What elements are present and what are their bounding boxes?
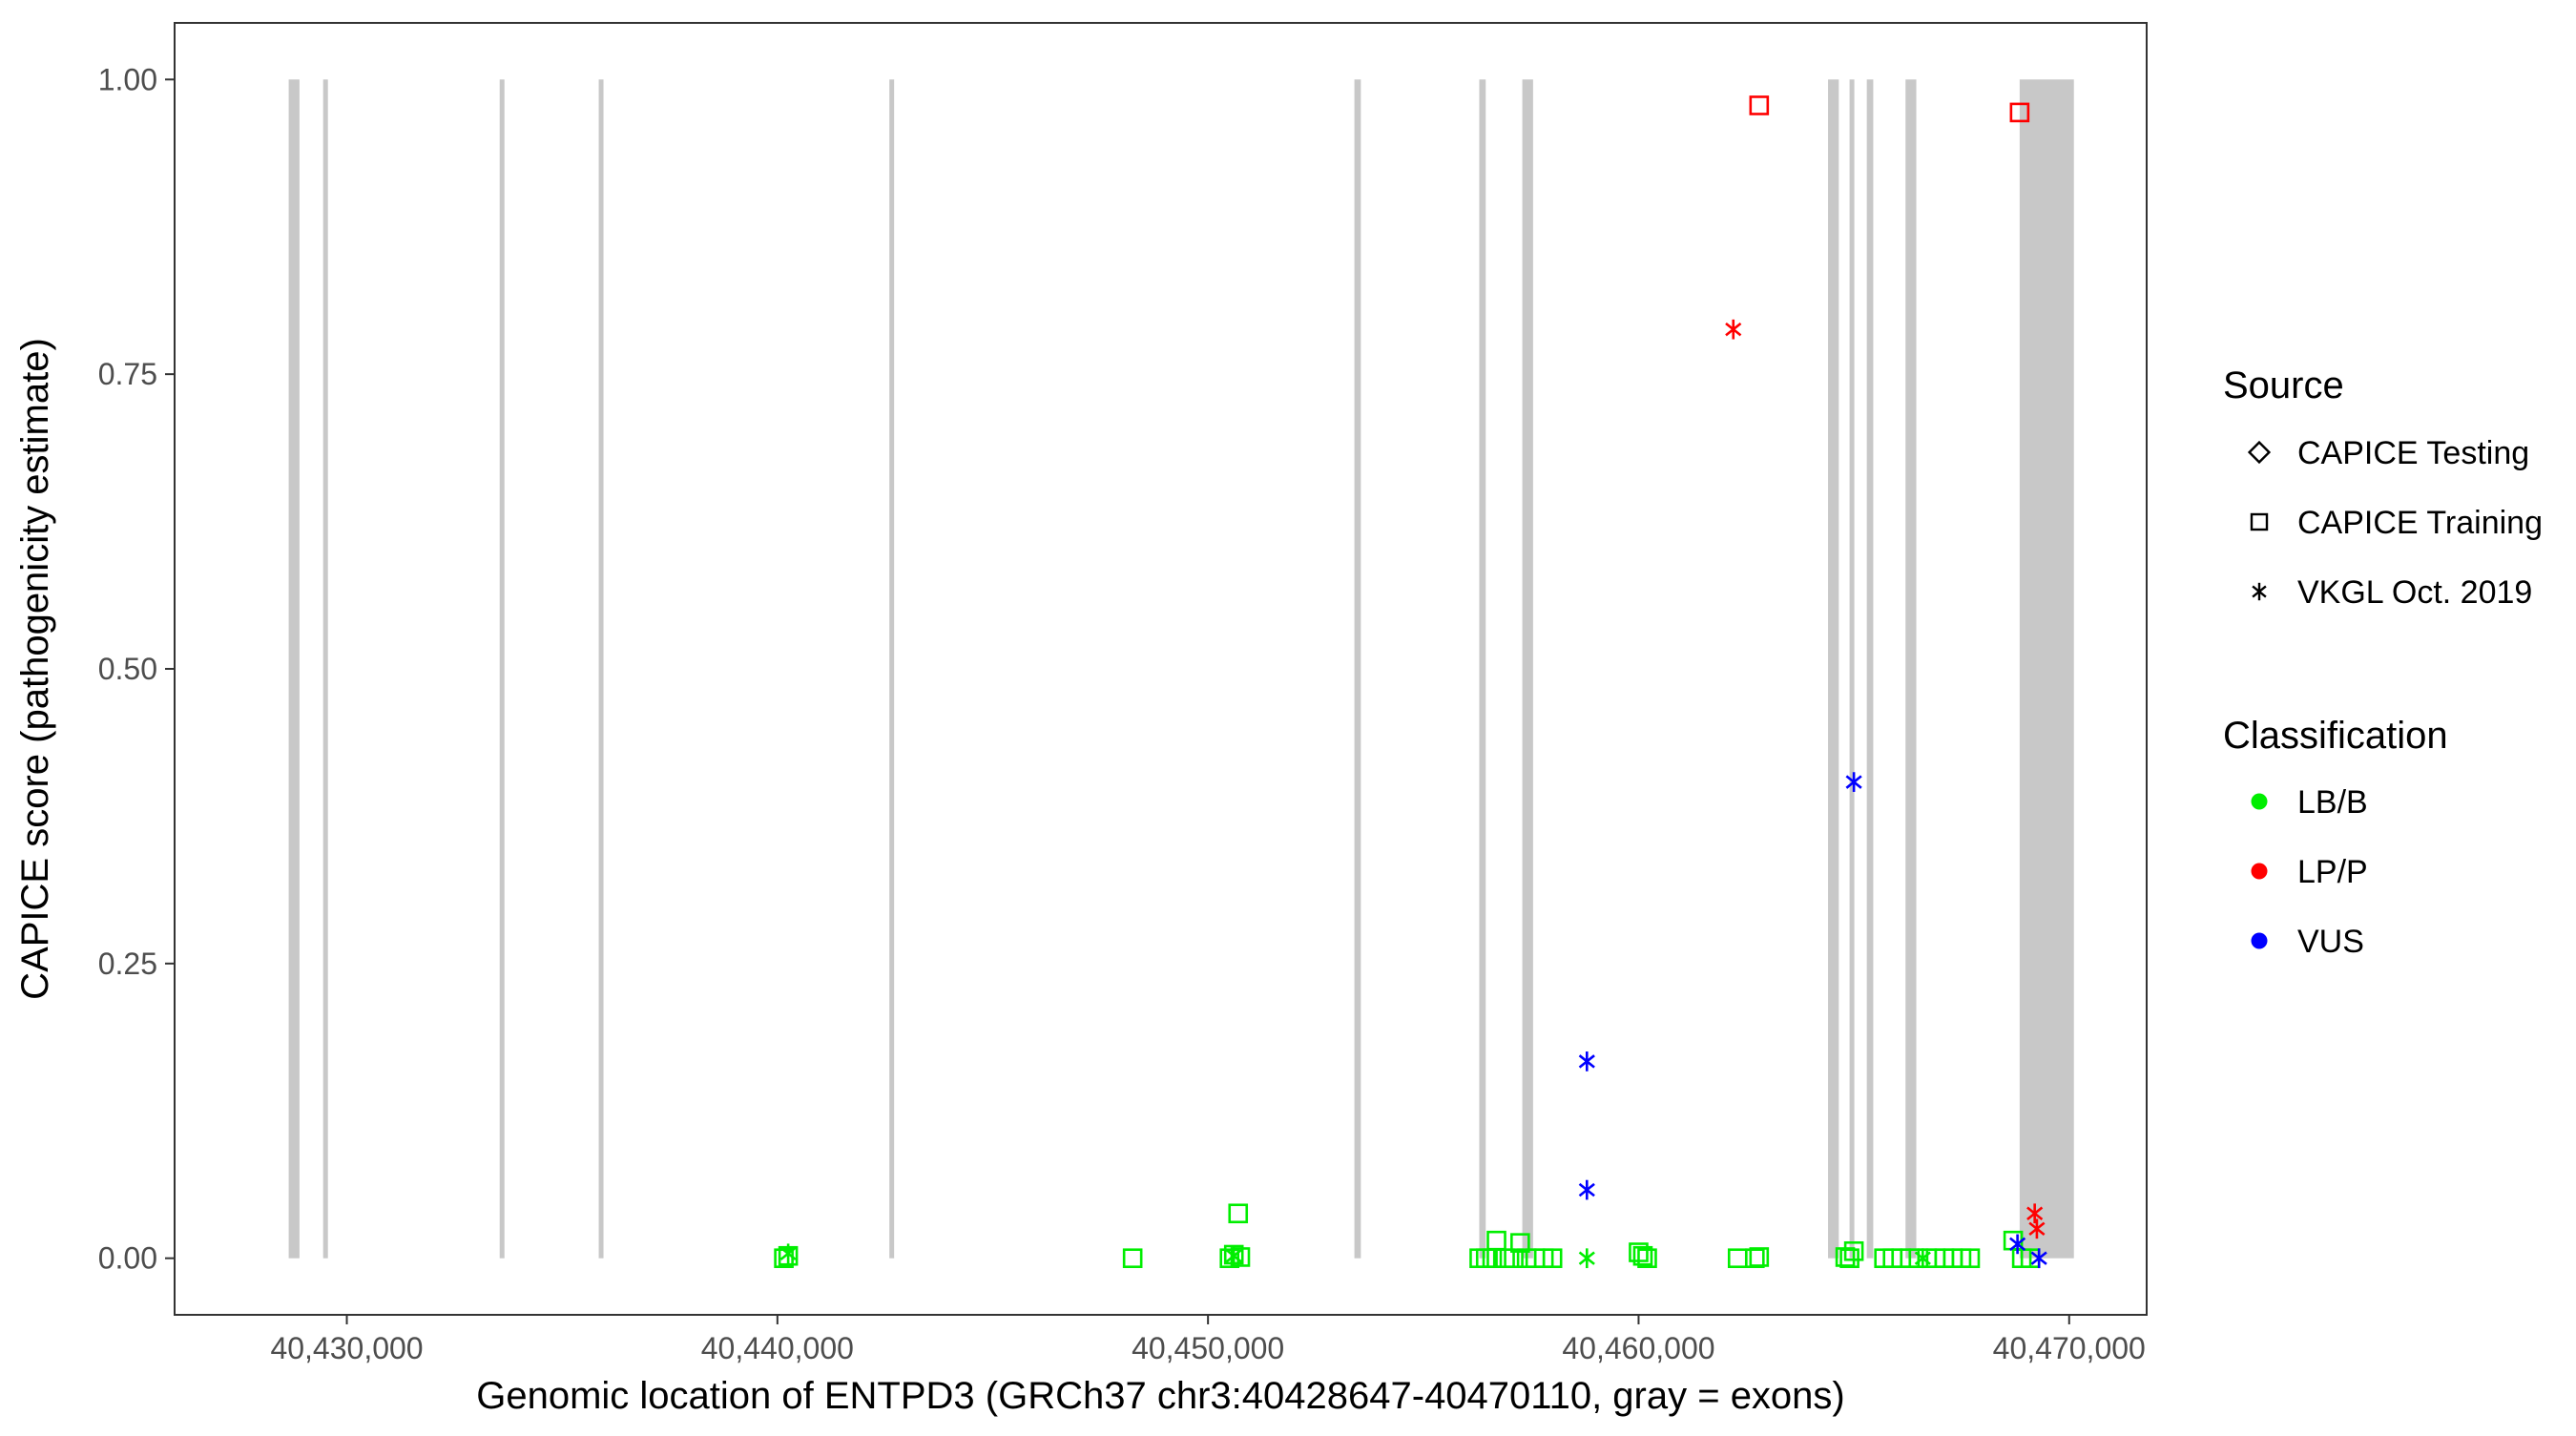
y-axis-title: CAPICE score (pathogenicity estimate) <box>14 338 56 1000</box>
y-tick-label: 0.00 <box>98 1241 157 1276</box>
exon-band-3 <box>499 79 505 1259</box>
data-point-square-lbb-6 <box>1228 1203 1249 1224</box>
legend: Source CAPICE Testing CAPICE Training VKGL… <box>2223 364 2543 960</box>
asterisk-key-symbol <box>2252 582 2267 601</box>
data-point-asterisk-lbb-1 <box>779 1243 797 1264</box>
y-tick-label: 1.00 <box>98 62 157 96</box>
exon-band-8 <box>1522 79 1533 1259</box>
square-key-symbol <box>2250 512 2269 531</box>
data-point-square-lbb-3 <box>1122 1248 1143 1269</box>
y-axis: 0.00 0.25 0.50 0.75 1.00 <box>98 62 175 1276</box>
legend-source-title: Source <box>2223 364 2344 406</box>
y-tick-label: 0.75 <box>98 357 157 391</box>
data-point-asterisk-lpp-2 <box>2026 1203 2044 1224</box>
legend-item-lpp: LP/P <box>2251 854 2368 890</box>
data-point-asterisk-lpp-1 <box>1725 319 1742 340</box>
data-point-asterisk-vus-5 <box>2030 1248 2047 1269</box>
legend-label: VKGL Oct. 2019 <box>2297 574 2532 611</box>
exon-band-1 <box>288 79 300 1259</box>
x-axis-title: Genomic location of ENTPD3 (GRCh37 chr3:… <box>476 1375 1845 1417</box>
x-tick-label: 40,470,000 <box>1993 1331 2146 1365</box>
exon-band-10 <box>1849 79 1855 1259</box>
legend-classification-title: Classification <box>2223 715 2448 757</box>
exon-band-5 <box>889 79 895 1259</box>
x-tick-label: 40,450,000 <box>1132 1331 1284 1365</box>
legend-item-lbb: LB/B <box>2251 784 2368 821</box>
data-point-asterisk-lbb-2 <box>1225 1245 1242 1266</box>
data-point-square-lbb-38 <box>1960 1248 1981 1269</box>
data-points <box>774 95 2047 1269</box>
data-point-square-lbb-26 <box>1839 1248 1859 1269</box>
x-tick-label: 40,430,000 <box>270 1331 423 1365</box>
data-point-asterisk-lbb-3 <box>1578 1248 1595 1269</box>
data-point-square-lpp-2 <box>2009 102 2030 123</box>
data-point-square-lbb-24 <box>1749 1247 1770 1267</box>
legend-label: VUS <box>2297 924 2364 960</box>
data-point-square-lbb-10 <box>1482 1248 1503 1269</box>
exon-band-4 <box>598 79 604 1259</box>
data-point-square-lbb-22 <box>1727 1248 1748 1269</box>
data-point-asterisk-lbb-4 <box>1914 1248 1931 1269</box>
data-point-asterisk-lpp-3 <box>2028 1218 2046 1239</box>
exon-band-9 <box>1828 79 1839 1259</box>
exon-band-7 <box>1479 79 1486 1259</box>
exon-band-11 <box>1866 79 1874 1259</box>
exon-band-13 <box>2019 79 2074 1259</box>
data-point-square-lbb-23 <box>1745 1248 1765 1269</box>
legend-item-asterisk: VKGL Oct. 2019 <box>2252 574 2532 611</box>
legend-item-vus: VUS <box>2251 924 2364 960</box>
diamond-key-symbol <box>2247 440 2272 465</box>
x-axis: 40,430,000 40,440,000 40,450,000 40,460,000… <box>270 1315 2146 1365</box>
data-point-square-lpp-1 <box>1749 95 1770 115</box>
exon-bands <box>288 79 2074 1259</box>
data-point-asterisk-vus-4 <box>2009 1234 2026 1255</box>
legend-item-diamond: CAPICE Testing <box>2247 435 2529 471</box>
data-point-square-lbb-13 <box>1504 1248 1524 1269</box>
data-point-square-lbb-20 <box>1632 1245 1653 1266</box>
color-key-dot <box>2251 793 2268 810</box>
data-point-asterisk-vus-1 <box>1578 1051 1595 1072</box>
color-key-dot <box>2251 863 2268 880</box>
y-tick-label: 0.50 <box>98 652 157 686</box>
legend-label: CAPICE Testing <box>2297 435 2529 471</box>
data-point-square-lbb-18 <box>1542 1248 1563 1269</box>
exon-band-6 <box>1354 79 1361 1259</box>
exon-band-2 <box>322 79 328 1259</box>
legend-source-items: CAPICE Testing CAPICE Training VKGL Oct. 2… <box>2247 435 2543 611</box>
color-key-dot <box>2251 932 2268 949</box>
legend-label: CAPICE Training <box>2297 505 2543 541</box>
legend-label: LP/P <box>2297 854 2368 890</box>
data-point-square-lbb-27 <box>1843 1240 1864 1261</box>
x-tick-label: 40,460,000 <box>1562 1331 1714 1365</box>
legend-classification-items: LB/B LP/P VUS <box>2251 784 2368 960</box>
data-point-asterisk-vus-3 <box>1845 772 1862 792</box>
exon-band-12 <box>1905 79 1917 1259</box>
data-point-square-lbb-21 <box>1637 1248 1657 1269</box>
data-point-square-lbb-11 <box>1486 1230 1506 1251</box>
data-point-asterisk-vus-2 <box>1578 1179 1595 1200</box>
x-tick-label: 40,440,000 <box>701 1331 854 1365</box>
legend-label: LB/B <box>2297 784 2368 821</box>
data-point-square-lbb-14 <box>1510 1233 1530 1253</box>
y-tick-label: 0.25 <box>98 947 157 981</box>
legend-item-square: CAPICE Training <box>2250 505 2543 541</box>
